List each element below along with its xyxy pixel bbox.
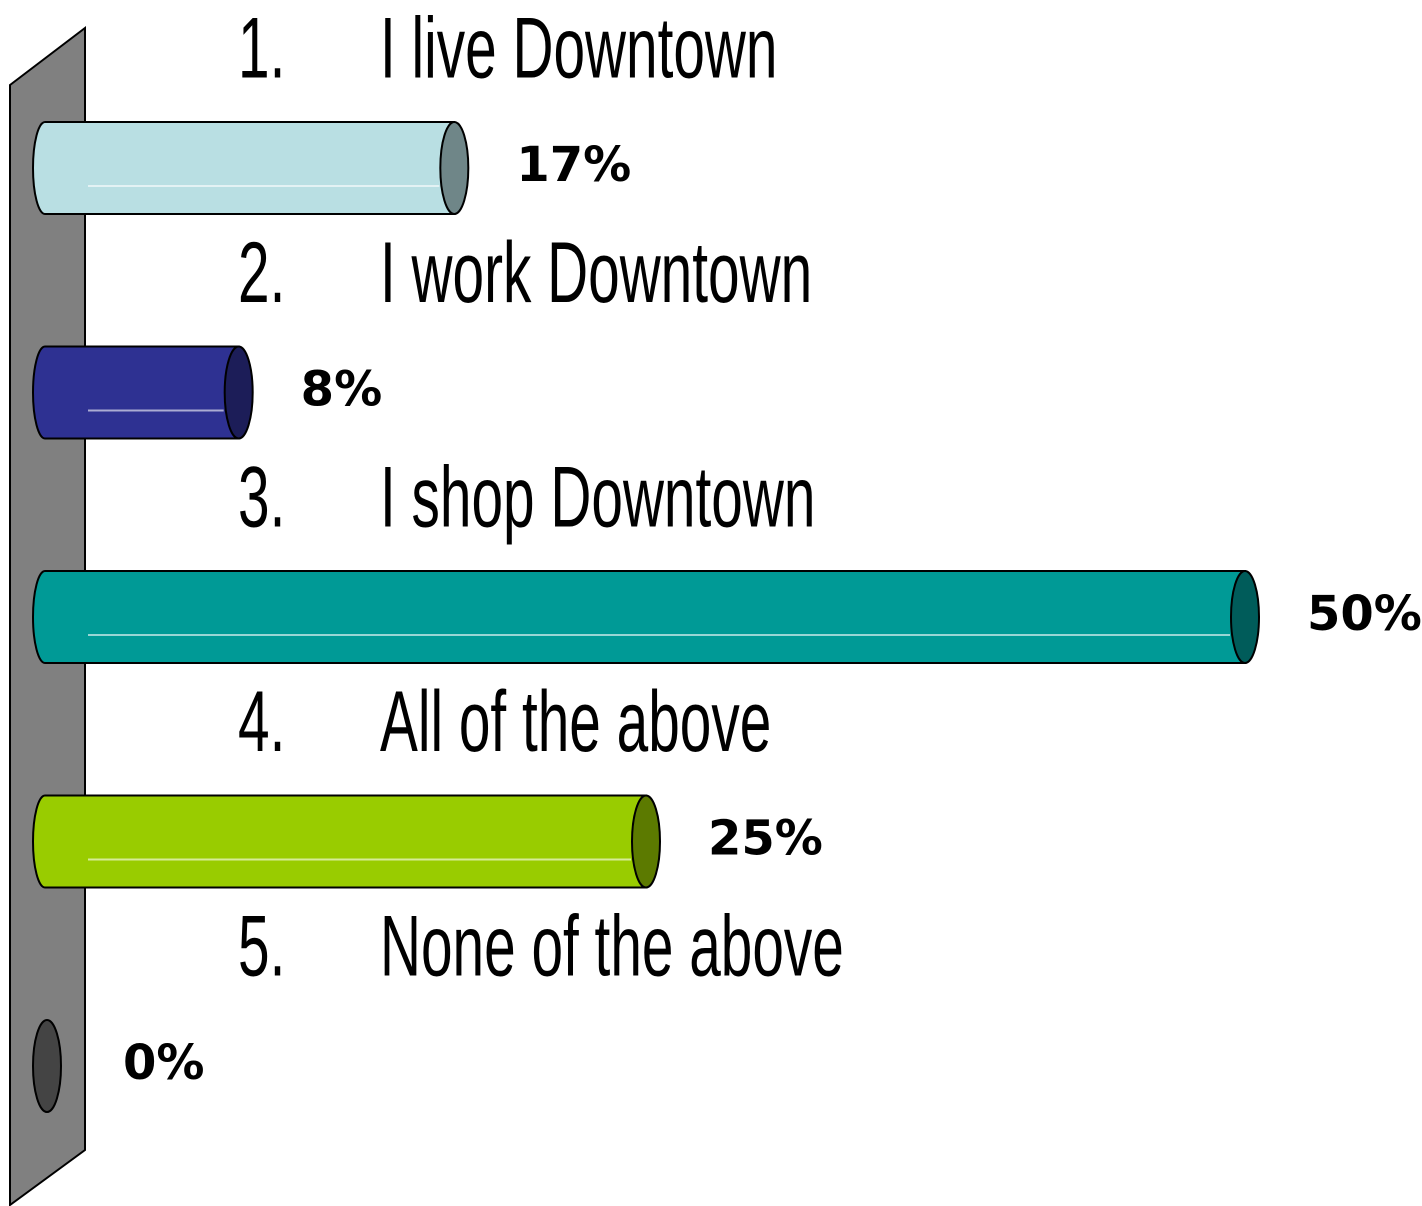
bar [32, 794, 661, 889]
bar [32, 121, 470, 215]
category-label: I live Downtown [380, 1, 777, 97]
value-label: 8% [301, 362, 383, 418]
category-number: 3. [238, 450, 285, 546]
category-number: 2. [238, 226, 285, 322]
bar [32, 345, 254, 440]
bar-body [32, 345, 240, 440]
category-number: 1. [238, 1, 285, 97]
bar-cap [32, 1019, 62, 1113]
value-label: 0% [123, 1035, 205, 1091]
bar-body [32, 794, 647, 889]
category-number: 4. [238, 675, 285, 771]
value-label: 17% [516, 137, 631, 193]
category-label: I work Downtown [380, 226, 812, 322]
bar-cap [631, 794, 661, 889]
value-label: 25% [708, 811, 823, 867]
bar-cap [223, 345, 254, 440]
category-label: None of the above [380, 899, 844, 995]
bar [32, 570, 1260, 664]
category-number: 5. [238, 899, 285, 995]
category-label: All of the above [380, 675, 771, 771]
category-label: I shop Downtown [380, 450, 815, 546]
bar-cap [439, 121, 470, 215]
value-label: 50% [1307, 586, 1422, 642]
bar [32, 1019, 62, 1113]
bar-body [32, 570, 1246, 664]
bar-body [32, 121, 456, 215]
bar-cap [1230, 570, 1260, 664]
